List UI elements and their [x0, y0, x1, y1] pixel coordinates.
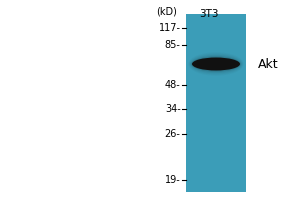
Text: 19-: 19-: [165, 175, 181, 185]
Text: 26-: 26-: [165, 129, 181, 139]
Text: 3T3: 3T3: [199, 9, 218, 19]
Text: 117-: 117-: [159, 23, 181, 33]
Ellipse shape: [191, 56, 241, 72]
Ellipse shape: [190, 55, 242, 73]
Text: Akt: Akt: [258, 58, 279, 71]
Text: 34-: 34-: [165, 104, 181, 114]
Text: (kD): (kD): [156, 7, 177, 17]
Ellipse shape: [192, 58, 240, 71]
Text: 85-: 85-: [165, 40, 181, 50]
Text: 48-: 48-: [165, 80, 181, 90]
Bar: [186, 14, 246, 192]
